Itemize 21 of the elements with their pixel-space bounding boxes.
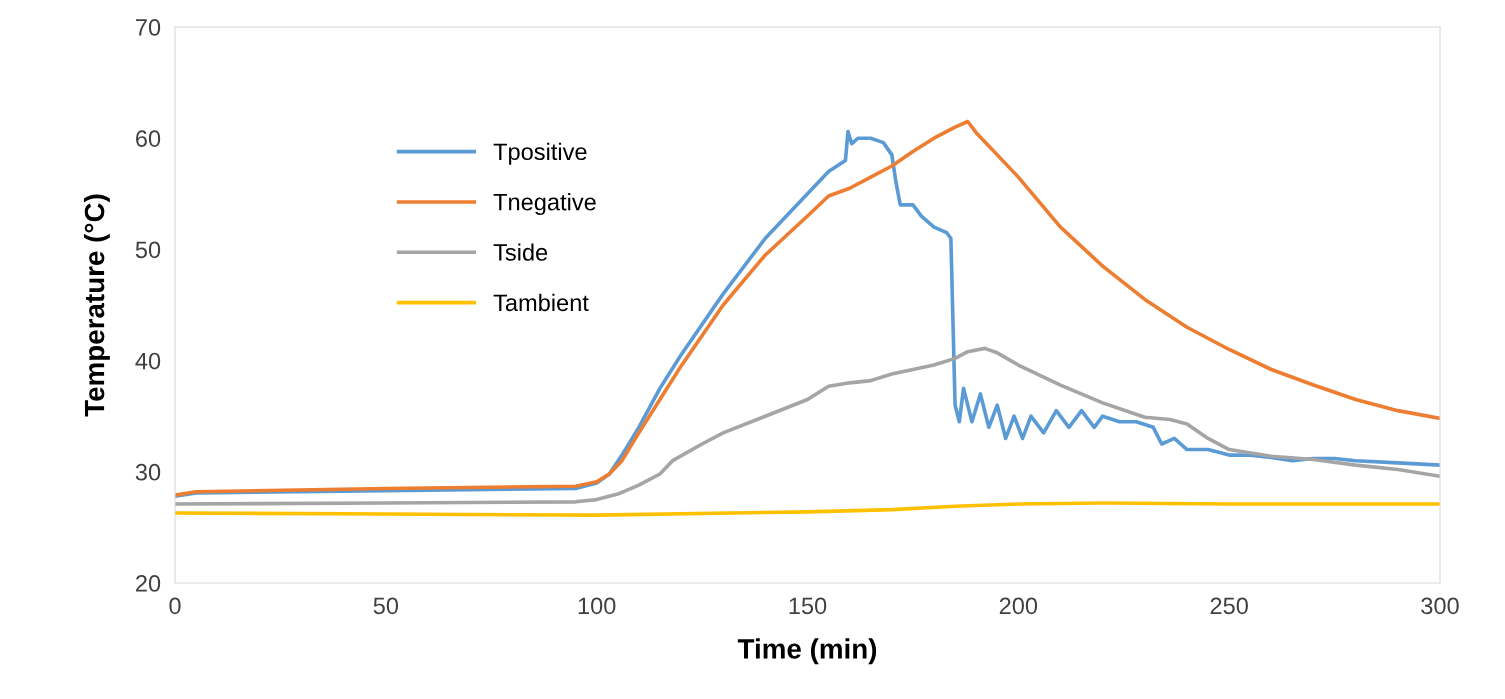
- x-tick-label: 200: [999, 597, 1038, 615]
- legend-label: Tpositive: [493, 142, 587, 165]
- y-tick-label: 70: [136, 19, 161, 36]
- x-tick-label: 50: [373, 597, 399, 615]
- y-tick-label: 60: [136, 130, 161, 147]
- y-tick-label: 40: [135, 352, 161, 370]
- y-tick-label: 20: [136, 575, 161, 592]
- y-tick-label: 30: [135, 463, 161, 481]
- x-tick-label: 150: [789, 597, 827, 615]
- x-axis-title: Time (min): [737, 638, 877, 665]
- y-axis-title: Temperature (°C): [83, 194, 110, 417]
- line-series: [175, 346, 1440, 506]
- x-tick-label: 250: [1210, 597, 1248, 615]
- line-series: [175, 501, 1440, 517]
- legend-label: Tambient: [493, 293, 589, 312]
- y-tick-label: 50: [135, 241, 161, 259]
- x-tick-label: 300: [1421, 597, 1459, 615]
- x-tick-label: 0: [169, 597, 181, 615]
- legend-label: Tside: [493, 243, 548, 261]
- x-tick-label: 100: [578, 597, 616, 615]
- legend-label: Tnegative: [493, 193, 596, 216]
